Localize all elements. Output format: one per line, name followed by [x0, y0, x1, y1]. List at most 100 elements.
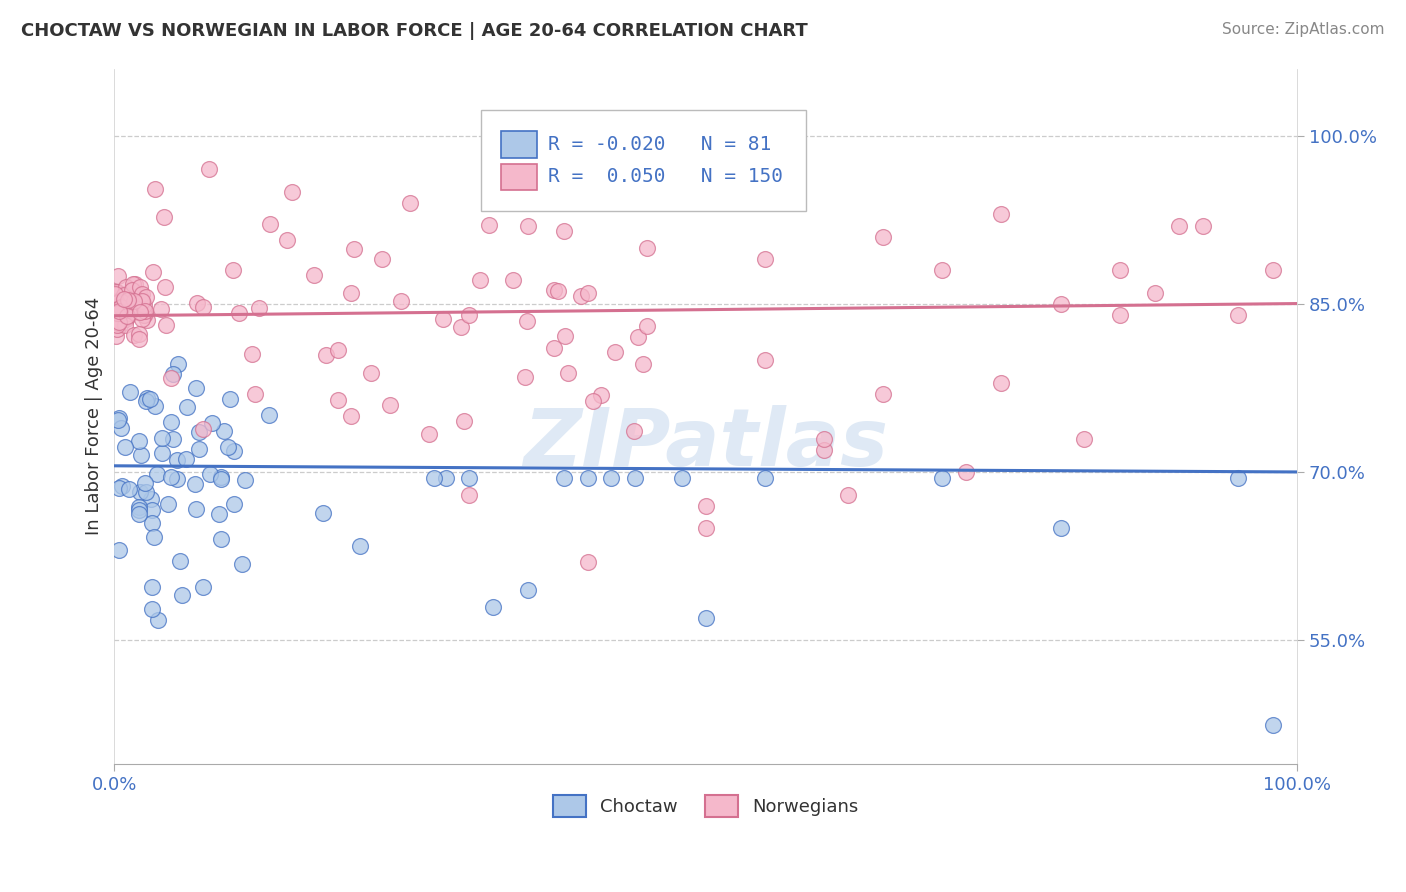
Point — [247, 301, 270, 316]
Point — [114, 318, 136, 332]
Point — [118, 306, 141, 320]
Point — [141, 516, 163, 530]
Point — [134, 307, 156, 321]
Point — [131, 293, 153, 308]
Point — [517, 219, 540, 233]
Text: CHOCTAW VS NORWEGIAN IN LABOR FORCE | AGE 20-64 CORRELATION CHART: CHOCTAW VS NORWEGIAN IN LABOR FORCE | AG… — [21, 22, 808, 40]
Point — [111, 300, 134, 314]
Point — [624, 471, 647, 485]
Point — [128, 500, 150, 514]
Point — [233, 473, 256, 487]
Point — [312, 506, 335, 520]
FancyBboxPatch shape — [481, 111, 806, 211]
Point — [104, 310, 127, 324]
Point — [245, 387, 267, 401]
Point — [112, 290, 135, 304]
Point — [553, 471, 575, 485]
Point — [118, 304, 141, 318]
Point — [281, 185, 304, 199]
Point — [1227, 308, 1250, 322]
Point — [695, 611, 717, 625]
Point — [516, 314, 538, 328]
Point — [1049, 521, 1071, 535]
Point — [600, 471, 623, 485]
Point — [143, 529, 166, 543]
Point — [160, 371, 183, 385]
Point — [1191, 219, 1213, 233]
Point — [695, 521, 717, 535]
Point — [543, 341, 565, 355]
Point — [754, 471, 776, 485]
Point — [174, 451, 197, 466]
Point — [636, 319, 658, 334]
Point — [134, 476, 156, 491]
Point — [141, 580, 163, 594]
Point — [166, 453, 188, 467]
Point — [231, 558, 253, 572]
Point — [105, 296, 128, 310]
Point — [120, 384, 142, 399]
Point — [754, 353, 776, 368]
Point — [813, 442, 835, 457]
Point — [107, 318, 129, 333]
Point — [326, 392, 349, 407]
Point — [129, 448, 152, 462]
Point — [131, 293, 153, 307]
Point — [118, 483, 141, 497]
Point — [276, 233, 298, 247]
Point — [121, 284, 143, 298]
Point — [134, 308, 156, 322]
Point — [186, 502, 208, 516]
Point — [517, 582, 540, 597]
Point — [128, 305, 150, 319]
Point — [432, 311, 454, 326]
Point — [340, 409, 363, 424]
Point — [105, 328, 128, 343]
Point — [112, 288, 135, 302]
Point — [193, 301, 215, 315]
Point — [111, 294, 134, 309]
Point — [169, 553, 191, 567]
Point — [105, 285, 128, 300]
Point — [176, 401, 198, 415]
Point — [458, 471, 481, 485]
Point — [104, 287, 127, 301]
Point — [150, 302, 173, 317]
Point — [228, 306, 250, 320]
Point — [547, 285, 569, 299]
Point — [212, 424, 235, 438]
Point — [128, 507, 150, 521]
Point — [128, 434, 150, 448]
Point — [259, 217, 281, 231]
Point — [115, 310, 138, 324]
Point — [198, 162, 221, 177]
Point — [240, 347, 263, 361]
Point — [1144, 285, 1167, 300]
Point — [1167, 219, 1189, 233]
Point — [813, 432, 835, 446]
Point — [458, 488, 481, 502]
Point — [453, 414, 475, 428]
Point — [302, 268, 325, 282]
Point — [200, 467, 222, 482]
Point — [148, 613, 170, 627]
Point — [218, 392, 240, 407]
Point — [114, 280, 136, 294]
Text: ZIPatlas: ZIPatlas — [523, 405, 889, 483]
Point — [128, 502, 150, 516]
Text: R = -0.020   N = 81: R = -0.020 N = 81 — [548, 135, 772, 153]
Point — [502, 273, 524, 287]
Point — [399, 196, 422, 211]
Point — [129, 291, 152, 305]
Point — [128, 485, 150, 500]
Point — [105, 294, 128, 309]
Point — [162, 368, 184, 382]
Text: Source: ZipAtlas.com: Source: ZipAtlas.com — [1222, 22, 1385, 37]
Point — [117, 294, 139, 309]
Point — [209, 469, 232, 483]
Point — [115, 286, 138, 301]
Point — [553, 224, 575, 238]
Point — [146, 467, 169, 481]
Point — [360, 366, 382, 380]
Point — [191, 580, 214, 594]
